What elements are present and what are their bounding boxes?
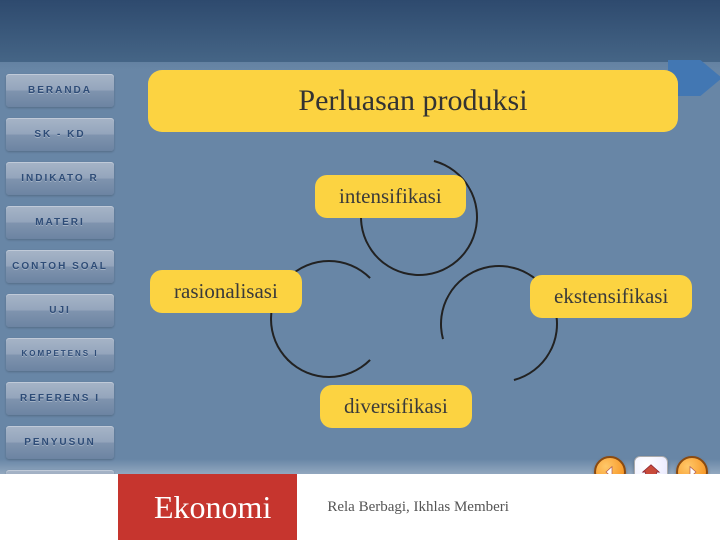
page-title-banner: Perluasan produksi <box>148 70 678 132</box>
concept-label: rasionalisasi <box>174 279 278 303</box>
concept-intensifikasi: intensifikasi <box>315 175 466 218</box>
diagram-area: intensifikasi rasionalisasi ekstensifika… <box>130 140 710 450</box>
sidebar-nav: BERANDA SK - KD INDIKATO R MATERI CONTOH… <box>6 74 114 503</box>
nav-contoh-soal[interactable]: CONTOH SOAL <box>6 250 114 283</box>
nav-indikator[interactable]: INDIKATO R <box>6 162 114 195</box>
nav-referensi[interactable]: REFERENS I <box>6 382 114 415</box>
nav-uji[interactable]: UJI <box>6 294 114 327</box>
concept-diversifikasi: diversifikasi <box>320 385 472 428</box>
brand-block: Ekonomi <box>118 474 297 540</box>
tagline-text: Rela Berbagi, Ikhlas Memberi <box>327 499 509 516</box>
concept-label: diversifikasi <box>344 394 448 418</box>
concept-label: intensifikasi <box>339 184 442 208</box>
header-band <box>0 0 720 62</box>
nav-materi[interactable]: MATERI <box>6 206 114 239</box>
nav-sk-kd[interactable]: SK - KD <box>6 118 114 151</box>
nav-beranda[interactable]: BERANDA <box>6 74 114 107</box>
concept-ekstensifikasi: ekstensifikasi <box>530 275 692 318</box>
brand-text: Ekonomi <box>154 489 271 526</box>
concept-label: ekstensifikasi <box>554 284 668 308</box>
concept-rasionalisasi: rasionalisasi <box>150 270 302 313</box>
nav-kompetensi[interactable]: KOMPETENS I <box>6 338 114 371</box>
nav-penyusun[interactable]: PENYUSUN <box>6 426 114 459</box>
footer-strip: Ekonomi Rela Berbagi, Ikhlas Memberi <box>0 474 720 540</box>
page-title: Perluasan produksi <box>298 84 527 118</box>
